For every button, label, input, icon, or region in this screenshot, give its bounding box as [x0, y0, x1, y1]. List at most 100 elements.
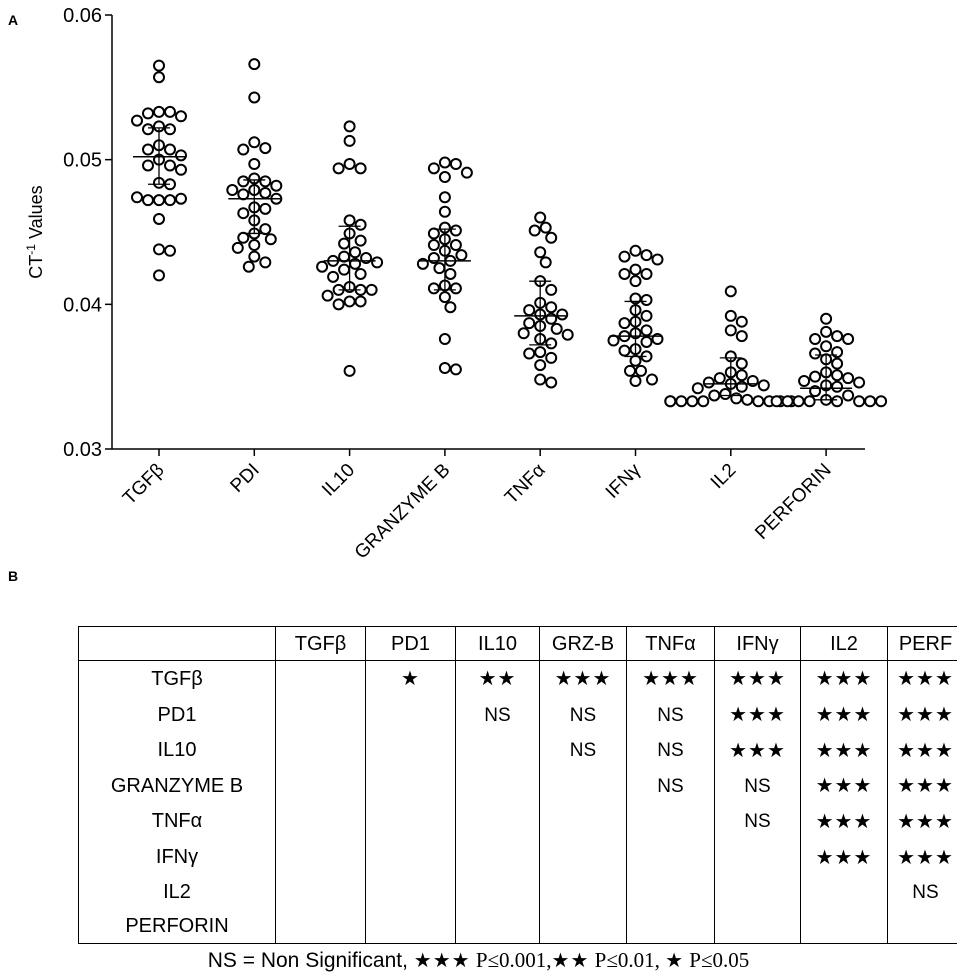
data-point: [175, 192, 187, 205]
table-cell: [714, 908, 801, 944]
data-point: [618, 344, 631, 357]
data-point: [354, 234, 367, 247]
table-cell: ★★★: [887, 839, 957, 875]
table-cell: NS: [887, 874, 957, 909]
data-point: [853, 395, 866, 408]
data-point: [460, 166, 473, 179]
data-point: [343, 364, 356, 377]
data-point: [248, 239, 261, 252]
x-tick-label: IL2: [707, 460, 741, 494]
data-point: [365, 283, 378, 296]
significance-stars: ★★★: [815, 702, 873, 727]
data-point: [237, 231, 250, 244]
data-point: [349, 246, 362, 259]
data-point: [842, 389, 855, 402]
table-cell: [455, 908, 540, 944]
data-point: [550, 322, 563, 335]
data-point: [449, 239, 462, 252]
data-point: [752, 395, 765, 408]
data-point: [449, 158, 462, 171]
table-cell: [455, 839, 540, 875]
row-label: IL10: [78, 732, 276, 769]
data-point: [640, 267, 653, 280]
series-il10: IL10: [316, 120, 384, 501]
table-row: PERFORIN: [78, 908, 957, 944]
data-point: [853, 376, 866, 389]
data-point: [686, 395, 699, 408]
table-cell: NS: [626, 696, 715, 733]
data-point: [618, 317, 631, 330]
table-row: IL10 NS NS ★★★ ★★★ ★★★: [78, 732, 957, 769]
y-tick-label: 0.06: [63, 5, 102, 27]
table-cell: ★: [365, 660, 456, 697]
data-point: [646, 373, 658, 386]
data-point: [629, 275, 642, 288]
data-point: [735, 369, 748, 382]
data-point: [343, 214, 356, 227]
data-point: [226, 184, 239, 197]
data-point: [792, 395, 805, 408]
data-point: [142, 159, 154, 172]
data-point: [809, 333, 822, 346]
table-cell: [714, 839, 801, 875]
table-row: PD1 NS NS NS ★★★ ★★★ ★★★: [78, 696, 957, 733]
data-point: [438, 361, 451, 374]
panel-a-label: A: [8, 12, 19, 28]
data-point: [528, 224, 541, 237]
significance-table: TGFβ PD1 IL10 GRZ-B TNFα IFNγ IL2 PERF TGFβ ★ ★★ ★…: [78, 626, 957, 944]
table-cell: [626, 908, 715, 944]
data-point: [618, 267, 631, 280]
column-header: IL2: [800, 626, 888, 661]
data-point: [539, 256, 552, 269]
data-point: [427, 282, 440, 295]
x-tick-label: GRANZYME B: [351, 460, 455, 564]
data-point: [640, 335, 653, 348]
y-tick-label: 0.04: [63, 294, 102, 316]
data-point: [332, 298, 345, 311]
table-cell: [800, 908, 888, 944]
data-point: [831, 357, 844, 370]
data-point: [259, 223, 272, 236]
data-point: [820, 340, 833, 353]
data-point: [175, 110, 187, 123]
table-cell: [275, 732, 366, 769]
data-point: [354, 267, 367, 280]
table-cell: NS: [455, 696, 540, 733]
data-point: [338, 237, 351, 250]
data-point: [354, 218, 367, 231]
data-point: [438, 205, 451, 218]
data-point: [455, 249, 468, 262]
data-point: [875, 395, 888, 408]
y-axis-label: CT-1 Values: [24, 185, 46, 278]
data-point: [735, 315, 748, 328]
data-point: [343, 295, 356, 308]
data-point: [809, 347, 822, 360]
x-tick-label: TGFβ: [119, 460, 168, 509]
data-point: [164, 105, 176, 118]
column-header: PERF: [887, 626, 957, 661]
data-point: [640, 249, 653, 262]
data-point: [444, 301, 457, 314]
table-cell: ★★★: [887, 768, 957, 804]
significance-stars: ★★★: [897, 773, 954, 798]
table-cell: [365, 839, 456, 875]
data-point: [517, 327, 530, 340]
table-cell: [455, 874, 540, 909]
data-point: [354, 162, 367, 175]
row-label: GRANZYME B: [78, 768, 276, 804]
data-point: [259, 142, 272, 155]
data-point: [831, 330, 844, 343]
table-cell: ★★★: [887, 696, 957, 733]
data-point: [153, 243, 165, 256]
data-point: [438, 291, 451, 304]
table-header-row: TGFβ PD1 IL10 GRZ-B TNFα IFNγ IL2 PERF: [78, 626, 957, 661]
data-point: [618, 250, 631, 263]
table-cell: ★★★: [800, 660, 888, 697]
table-cell: ★★★: [887, 732, 957, 769]
data-point: [264, 233, 277, 246]
data-point: [427, 239, 440, 252]
data-point: [842, 372, 855, 385]
footnote-p-001: P≤0.001,: [470, 948, 552, 972]
significance-stars: ★★★: [815, 737, 873, 762]
data-point: [702, 376, 715, 389]
